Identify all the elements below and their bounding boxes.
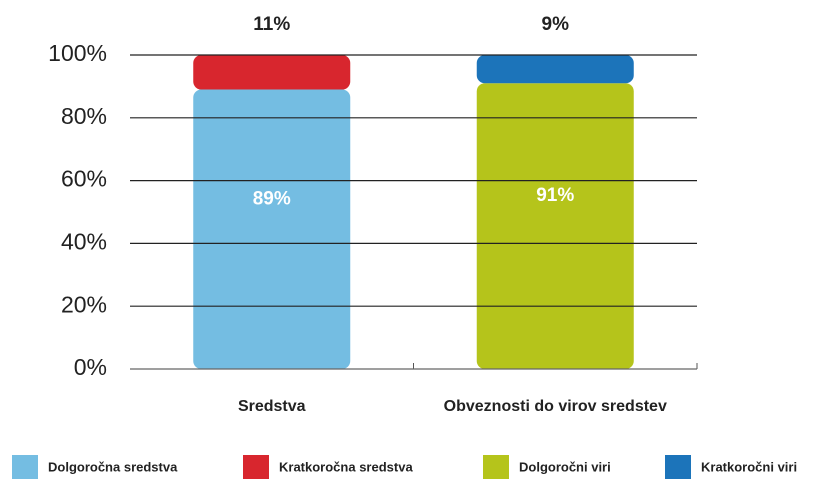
y-tick-label: 40% [61, 228, 107, 254]
value-label: 91% [536, 185, 574, 206]
legend-label: Dolgoročna sredstva [48, 459, 178, 474]
y-tick-label: 20% [61, 291, 107, 317]
legend-label: Kratkoročna sredstva [279, 459, 413, 474]
y-tick-label: 60% [61, 166, 107, 192]
legend-swatch [665, 455, 691, 479]
value-label: 89% [253, 188, 291, 209]
bar-segment [193, 55, 351, 90]
bar-segment [193, 89, 351, 369]
value-label: 9% [542, 14, 570, 35]
y-tick-label: 100% [48, 40, 107, 66]
value-label: 11% [253, 14, 290, 35]
legend-label: Kratkoročni viri [701, 459, 797, 474]
x-tick-label: Sredstva [238, 398, 306, 415]
legend-swatch [12, 455, 38, 479]
legend-swatch [243, 455, 269, 479]
x-tick-label: Obveznosti do virov sredstev [444, 398, 667, 415]
legend-swatch [483, 455, 509, 479]
y-tick-label: 80% [61, 103, 107, 129]
legend-label: Dolgoročni viri [519, 459, 611, 474]
y-tick-label: 0% [74, 354, 107, 380]
bar-segment [476, 55, 634, 84]
bar-segment [476, 83, 634, 369]
